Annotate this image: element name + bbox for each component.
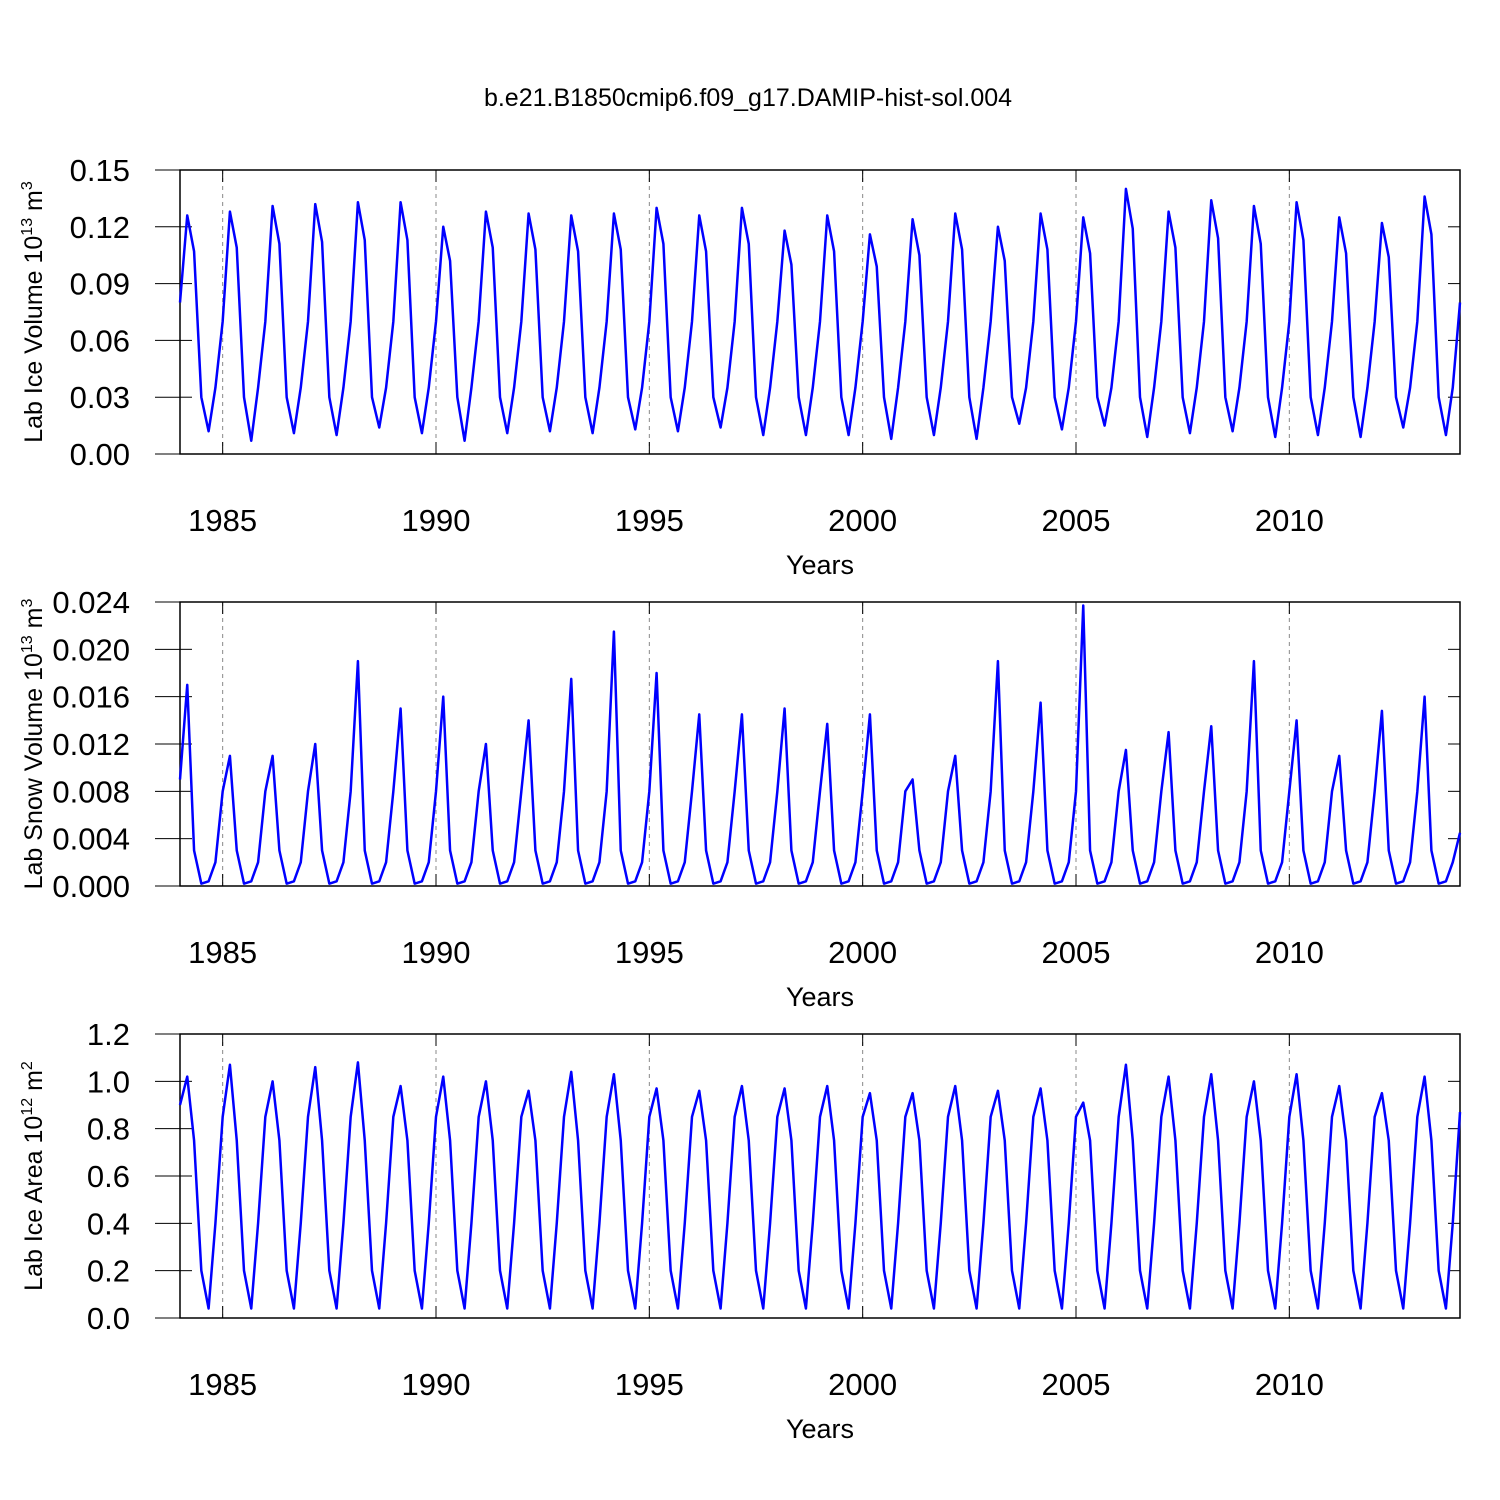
y-tick-label: 0.00 (70, 437, 130, 472)
x-tick-label: 2005 (1042, 503, 1111, 538)
x-tick-label: 1985 (188, 935, 257, 970)
y-tick-label: 0.12 (70, 210, 130, 245)
y-axis-label: Lab Snow Volume 1013 m3 (19, 599, 48, 890)
x-tick-label: 2005 (1042, 935, 1111, 970)
y-axis-label-part: m (20, 190, 48, 218)
x-tick-label: 1990 (402, 503, 471, 538)
x-axis-label: Years (786, 550, 854, 580)
y-tick-label: 0.09 (70, 267, 130, 302)
x-tick-label: 1990 (402, 935, 471, 970)
x-tick-label: 1995 (615, 503, 684, 538)
y-tick-label: 0.004 (52, 822, 130, 857)
y-tick-label: 0.4 (87, 1206, 130, 1241)
y-tick-label: 0.15 (70, 153, 130, 188)
x-tick-label: 2000 (828, 935, 897, 970)
y-tick-label: 1.2 (87, 1017, 130, 1052)
y-axis-label: Lab Ice Volume 1013 m3 (19, 181, 48, 443)
y-axis-label-part: 3 (19, 599, 36, 608)
plot-frame (179, 1033, 1461, 1319)
x-tick-label: 1995 (615, 1367, 684, 1402)
x-axis-label: Years (786, 982, 854, 1012)
y-tick-label: 1.0 (87, 1064, 130, 1099)
x-tick-label: 2010 (1255, 1367, 1324, 1402)
x-tick-label: 2005 (1042, 1367, 1111, 1402)
y-tick-label: 0.06 (70, 323, 130, 358)
y-axis-label-part: 13 (19, 635, 36, 653)
y-axis-label-part: Lab Ice Volume 10 (20, 236, 48, 443)
x-tick-label: 2010 (1255, 935, 1324, 970)
data-line (178, 1061, 1462, 1310)
y-tick-label: 0.000 (52, 869, 130, 904)
y-tick-label: 0.020 (52, 632, 130, 667)
y-tick-label: 0.6 (87, 1159, 130, 1194)
y-tick-label: 0.016 (52, 680, 130, 715)
y-tick-label: 0.024 (52, 585, 130, 620)
data-line (178, 604, 1462, 885)
y-tick-label: 0.0 (87, 1301, 130, 1336)
x-tick-label: 2000 (828, 1367, 897, 1402)
y-axis-label-part: Lab Snow Volume 10 (20, 653, 48, 889)
x-tick-label: 1995 (615, 935, 684, 970)
y-tick-label: 0.2 (87, 1254, 130, 1289)
y-axis-label-part: m (20, 608, 48, 636)
x-tick-label: 1985 (188, 1367, 257, 1402)
chart-title: b.e21.B1850cmip6.f09_g17.DAMIP-hist-sol.… (484, 84, 1012, 112)
x-tick-label: 2000 (828, 503, 897, 538)
y-axis-label-part: Lab Ice Area 10 (20, 1116, 48, 1291)
x-tick-label: 1985 (188, 503, 257, 538)
y-tick-label: 0.012 (52, 727, 130, 762)
y-axis-label-part: m (20, 1070, 48, 1098)
x-tick-label: 2010 (1255, 503, 1324, 538)
y-axis-label-part: 2 (19, 1061, 36, 1070)
data-line (178, 187, 1462, 442)
y-axis-label: Lab Ice Area 1012 m2 (19, 1061, 48, 1291)
x-axis-label: Years (786, 1414, 854, 1444)
y-tick-label: 0.008 (52, 774, 130, 809)
y-axis-label-part: 13 (19, 218, 36, 236)
x-tick-label: 1990 (402, 1367, 471, 1402)
plot-frame (179, 601, 1461, 887)
y-axis-label-part: 3 (19, 181, 36, 190)
y-axis-label-part: 12 (19, 1098, 36, 1116)
y-tick-label: 0.8 (87, 1112, 130, 1147)
y-tick-label: 0.03 (70, 380, 130, 415)
